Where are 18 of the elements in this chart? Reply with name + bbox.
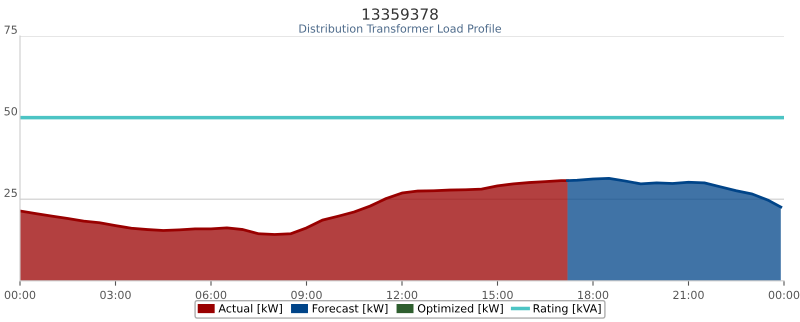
x-tick-label: 18:00: [578, 290, 608, 300]
legend-label: Rating [kVA]: [534, 304, 601, 315]
x-tick-label: 06:00: [196, 290, 226, 300]
legend-label: Optimized [kW]: [418, 304, 503, 315]
y-tick-label: 25: [4, 188, 17, 198]
x-tick-label: 21:00: [673, 290, 704, 300]
x-tick-label: 12:00: [387, 290, 418, 300]
x-tick-label: 15:00: [482, 290, 513, 300]
legend-label: Forecast [kW]: [312, 304, 388, 314]
legend-label: Actual [kW]: [218, 304, 282, 314]
x-tick-label: 00:00: [768, 290, 800, 300]
x-tick-label: 00:00: [4, 290, 36, 300]
chart-subtitle: Distribution Transformer Load Profile: [299, 24, 502, 33]
chart-title: 13359378: [362, 8, 438, 20]
y-tick-label: 50: [4, 107, 18, 116]
x-tick-label: 09:00: [291, 290, 322, 300]
y-tick-label: 75: [4, 26, 17, 34]
x-tick-label: 03:00: [100, 290, 131, 300]
